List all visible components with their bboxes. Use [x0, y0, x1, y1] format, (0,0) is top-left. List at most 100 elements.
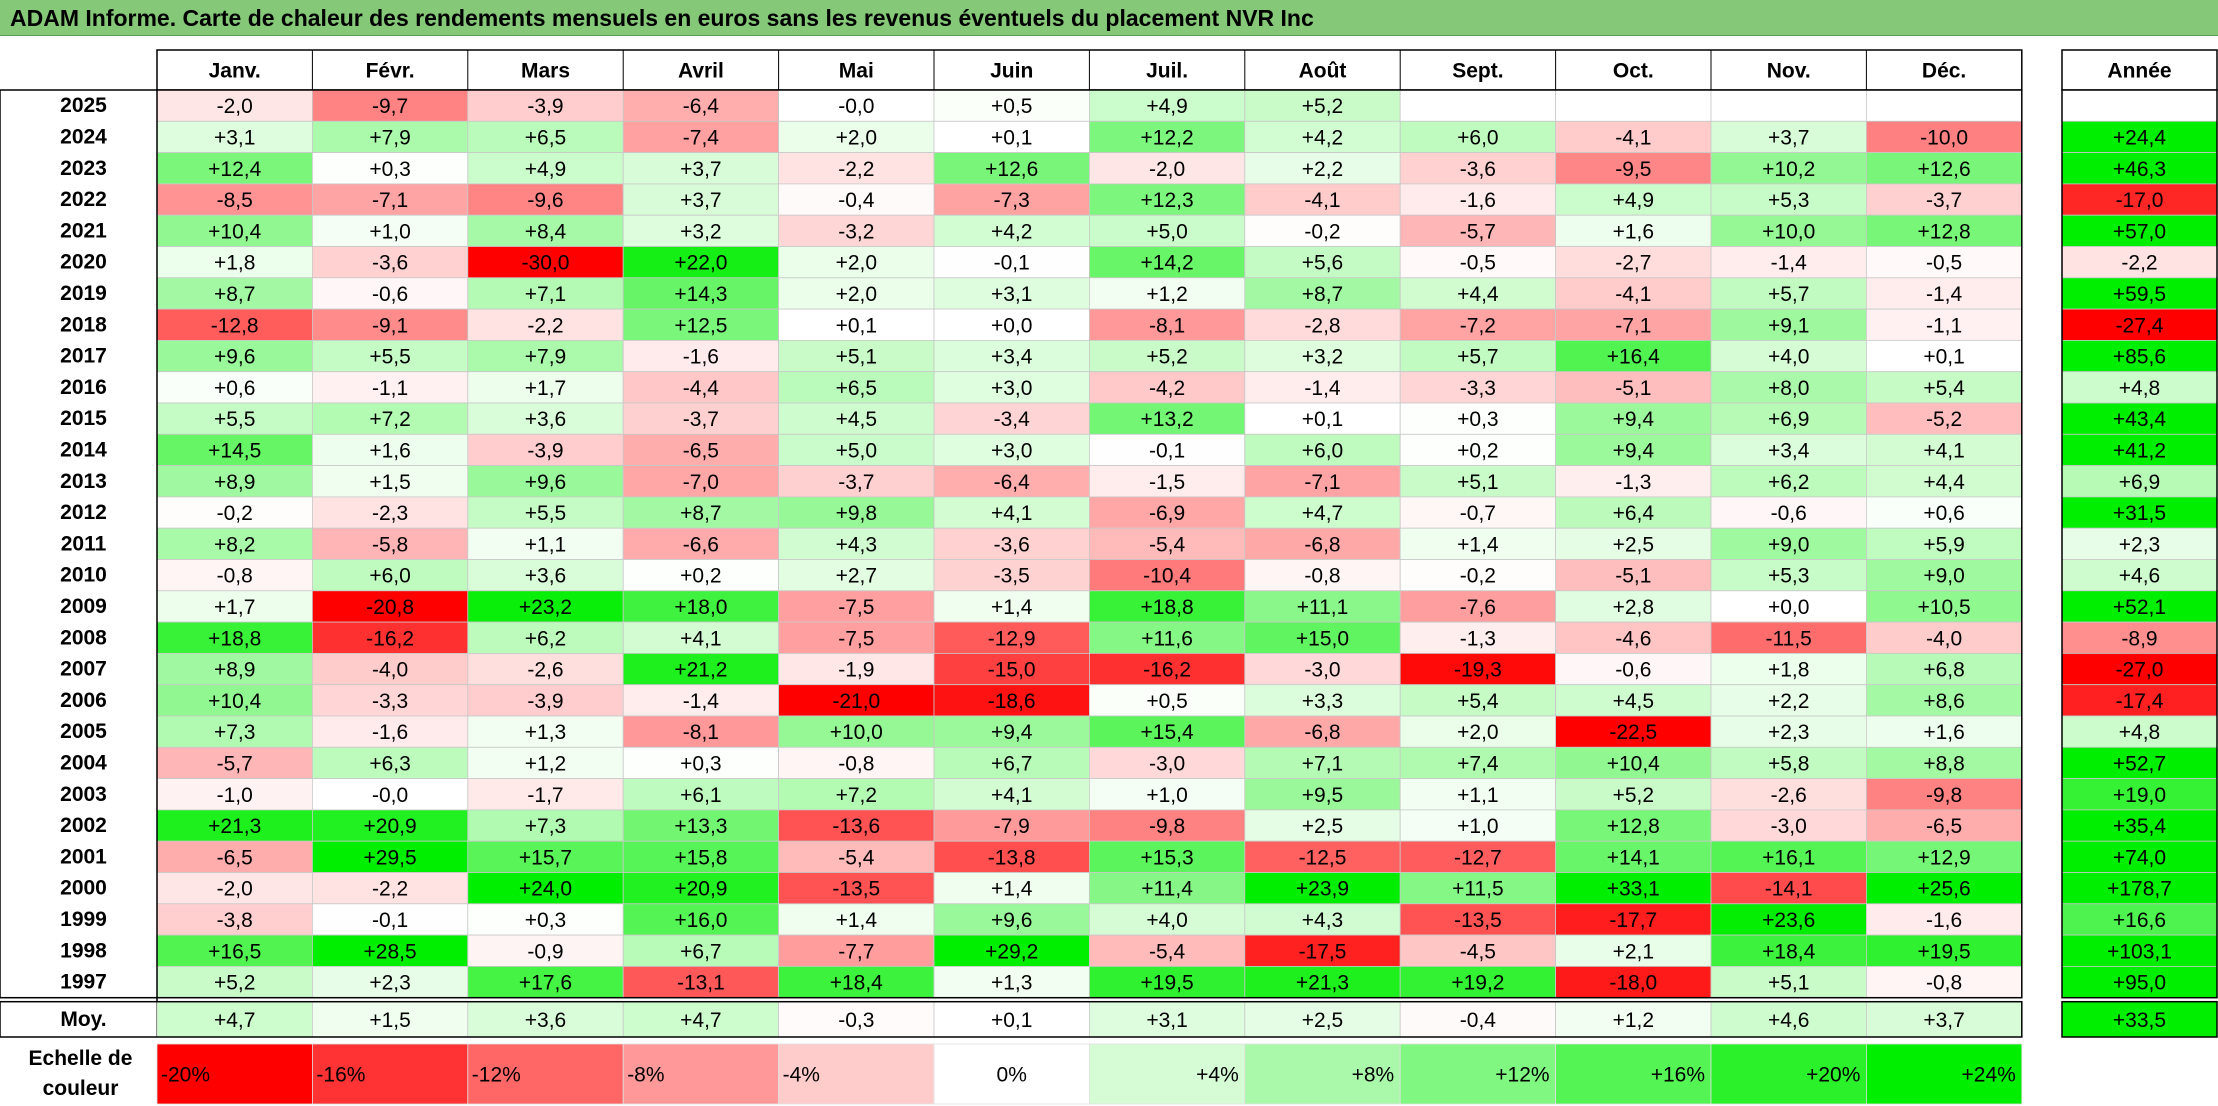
heatmap-cell [1555, 809, 1712, 842]
heatmap-cell [1089, 903, 1246, 936]
heatmap-cell [1710, 653, 1867, 686]
heatmap-cell [1244, 903, 1401, 936]
annual-cell [2061, 778, 2218, 811]
heatmap-cell [1710, 590, 1867, 623]
cell-value: +15,3 [1141, 846, 1194, 869]
cell-value: -4,0 [1926, 627, 1962, 650]
scale-swatch [1089, 1043, 1246, 1105]
cell-value: +1,0 [369, 220, 410, 243]
cell-value: +4,9 [525, 158, 566, 181]
heatmap-cell [622, 89, 780, 122]
scale-swatch [622, 1043, 780, 1105]
cell-value: +10,4 [208, 220, 261, 243]
cell-value: -6,9 [1149, 502, 1185, 525]
cell-value: +9,4 [1613, 439, 1655, 462]
cell-value: +10,0 [830, 721, 883, 744]
heatmap-cell [1866, 903, 2023, 936]
cell-value: -1,1 [1926, 314, 1962, 337]
heatmap-cell [1555, 872, 1712, 905]
cell-value: +6,7 [680, 940, 721, 963]
cell-value: -9,7 [372, 95, 408, 118]
heatmap-cell [1089, 433, 1246, 466]
average-label: Moy. [60, 1008, 106, 1031]
cell-value: +8,8 [1923, 752, 1964, 775]
cell-value: -3,0 [1149, 752, 1185, 775]
cell-value: +16,4 [1607, 346, 1660, 369]
cell-value: -2,0 [217, 95, 253, 118]
cell-value: -5,8 [372, 533, 408, 556]
scale-tick-label: -16% [316, 1064, 365, 1087]
heatmap-cell [311, 496, 469, 529]
cell-value: +0,1 [1923, 346, 1964, 369]
cell-value: +4,0 [1768, 346, 1809, 369]
heatmap-cell [156, 840, 313, 873]
heatmap-cell [1089, 402, 1246, 435]
cell-value: +23,9 [1296, 878, 1349, 901]
cell-value: -1,4 [1304, 377, 1341, 400]
heatmap-cell [467, 214, 624, 247]
cell-value: -3,7 [1926, 189, 1962, 212]
cell-value: +7,3 [214, 721, 255, 744]
cell-value: +5,3 [1768, 565, 1809, 588]
month-header: Avril [678, 60, 724, 83]
annual-frame [2061, 89, 2218, 999]
cell-value: -12,8 [211, 314, 259, 337]
heatmap-cell [311, 903, 469, 936]
cell-value: -17,7 [1609, 909, 1657, 932]
heatmap-cell [1710, 527, 1867, 560]
cell-value: +3,4 [1768, 439, 1810, 462]
cell-value: -1,6 [683, 346, 719, 369]
year-label: 2013 [60, 470, 107, 493]
cell-value: -0,9 [527, 940, 563, 963]
cell-value: +15,0 [1296, 627, 1349, 650]
cell-value: -1,6 [1460, 189, 1496, 212]
annual-value: +16,6 [2113, 909, 2166, 932]
heatmap-cell [1866, 746, 2023, 779]
cell-value: -0,2 [1304, 220, 1340, 243]
annual-header-box [2061, 49, 2218, 91]
year-label: 2011 [61, 532, 107, 555]
month-header: Déc. [1922, 60, 1966, 83]
cell-value: +0,1 [991, 126, 1032, 149]
heatmap-cell [1244, 339, 1401, 373]
heatmap-cell [467, 433, 624, 466]
heatmap-cell [1555, 433, 1712, 466]
heatmap-cell [311, 872, 469, 905]
cell-value: +5,0 [836, 439, 877, 462]
cell-value: -13,8 [988, 846, 1036, 869]
cell-value: +1,0 [1146, 784, 1187, 807]
heatmap-cell [778, 433, 935, 466]
cell-value: +7,9 [369, 126, 410, 149]
cell-value: +5,1 [1768, 972, 1809, 995]
heatmap-cell [778, 277, 935, 310]
heatmap-cell [1555, 308, 1712, 341]
heatmap-cell [1399, 465, 1556, 498]
cell-value: +5,8 [1768, 752, 1809, 775]
cell-value: +0,1 [1302, 408, 1343, 431]
average-value: +4,6 [1768, 1009, 1809, 1032]
cell-value: +18,4 [830, 972, 883, 995]
cell-value: +0,6 [1923, 502, 1964, 525]
cell-value: +0,6 [214, 377, 255, 400]
heatmap-cell [778, 371, 935, 404]
cell-value: -17,5 [1299, 940, 1347, 963]
month-header: Mars [521, 60, 570, 83]
heatmap-cell [1399, 934, 1556, 967]
annual-value: +57,0 [2113, 220, 2166, 243]
cell-value: +4,3 [1302, 909, 1343, 932]
cell-value: -0,8 [1304, 565, 1340, 588]
annual-value: +19,0 [2113, 784, 2166, 807]
cell-value: -1,7 [527, 784, 563, 807]
scale-swatch [1399, 1043, 1556, 1105]
cell-value: +2,0 [836, 126, 877, 149]
cell-value: -13,5 [1454, 909, 1502, 932]
cell-value: +25,6 [1918, 878, 1971, 901]
cell-value: +8,4 [525, 220, 567, 243]
heatmap-cell [622, 966, 780, 999]
cell-value: +1,2 [1146, 283, 1187, 306]
cell-value: -4,0 [372, 659, 408, 682]
cell-value: +8,7 [214, 283, 255, 306]
heatmap-cell [467, 465, 624, 498]
cell-value: +8,9 [214, 471, 255, 494]
heatmap-cell [1399, 120, 1556, 154]
